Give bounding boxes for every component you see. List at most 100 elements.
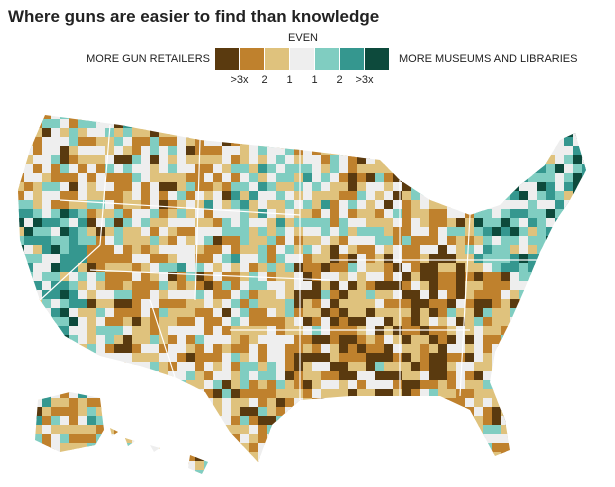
county-region (420, 470, 434, 474)
county-region (87, 371, 99, 381)
county-region (582, 452, 586, 463)
county-region (357, 299, 366, 309)
county-region (18, 128, 25, 139)
county-region (276, 416, 287, 425)
county-region (276, 173, 287, 184)
county-region (213, 299, 223, 312)
county-region (186, 137, 197, 149)
county-region (555, 200, 569, 211)
county-region (519, 128, 533, 140)
county-region (582, 353, 586, 362)
county-region (564, 209, 573, 218)
county-region (114, 317, 126, 327)
county-region (537, 137, 548, 148)
county-region (195, 146, 207, 156)
county-region (546, 407, 555, 419)
county-region (582, 173, 586, 182)
county-region (222, 452, 233, 463)
county-region (267, 263, 278, 273)
county-region (330, 443, 344, 452)
county-region (546, 263, 557, 274)
county-region (465, 155, 476, 165)
county-region (321, 479, 332, 487)
county-region (312, 236, 325, 246)
county-region (519, 461, 528, 472)
county-region (303, 353, 313, 366)
county-region (114, 281, 124, 293)
county-region (501, 128, 511, 140)
county-region (492, 218, 503, 229)
county-region (573, 173, 584, 182)
county-region (564, 227, 575, 237)
county-region (105, 317, 115, 328)
county-region (285, 452, 297, 461)
county-region (132, 479, 142, 487)
county-region (222, 353, 234, 364)
county-region (240, 128, 250, 140)
county-region (213, 398, 223, 407)
county-region (33, 362, 42, 375)
county-region (294, 389, 303, 402)
county-region (537, 218, 550, 229)
county-region (24, 452, 33, 464)
county-region (537, 182, 548, 195)
county-region (402, 425, 416, 437)
county-region (384, 344, 393, 353)
county-region (483, 389, 492, 398)
county-region (285, 218, 299, 228)
county-region (204, 443, 213, 452)
county-region (186, 353, 200, 362)
county-region (546, 236, 559, 248)
county-region (582, 371, 586, 380)
county-region (168, 182, 177, 193)
county-region (465, 398, 476, 407)
county-region (501, 272, 511, 281)
county-region (519, 119, 532, 130)
county-region (546, 119, 555, 128)
county-region (186, 173, 196, 185)
county-region (213, 164, 222, 174)
county-region (564, 146, 574, 158)
county-region (357, 236, 368, 249)
county-region (519, 290, 533, 300)
county-region (276, 407, 288, 416)
county-region (240, 326, 250, 338)
county-region (519, 317, 528, 326)
county-region (510, 389, 521, 400)
county-region (321, 335, 333, 346)
county-region (474, 389, 488, 400)
county-region (159, 227, 170, 240)
county-region (177, 173, 186, 184)
county-region (411, 272, 421, 282)
county-region (303, 137, 313, 148)
county-region (24, 362, 37, 374)
county-region (285, 191, 297, 202)
county-region (438, 173, 448, 185)
county-region (24, 470, 37, 474)
county-region (150, 407, 160, 417)
county-region (537, 353, 547, 366)
county-region (420, 461, 430, 471)
legend-tick-label: 2 (336, 74, 342, 86)
county-region (240, 155, 250, 166)
county-region (141, 407, 153, 418)
county-region (204, 218, 215, 227)
county-region (330, 335, 344, 345)
county-region (141, 209, 154, 220)
county-region (114, 191, 123, 201)
county-region (105, 290, 116, 302)
county-region (447, 371, 460, 382)
county-region (60, 398, 69, 408)
county-region (312, 416, 324, 426)
county-region (510, 272, 520, 282)
county-region (204, 308, 217, 318)
county-region (339, 119, 351, 132)
county-region (186, 407, 195, 417)
county-region (96, 380, 110, 393)
county-region (375, 115, 387, 121)
county-region (78, 308, 87, 319)
county-region (330, 461, 339, 472)
county-region (195, 371, 205, 381)
county-region (429, 470, 438, 474)
county-region (168, 263, 177, 272)
